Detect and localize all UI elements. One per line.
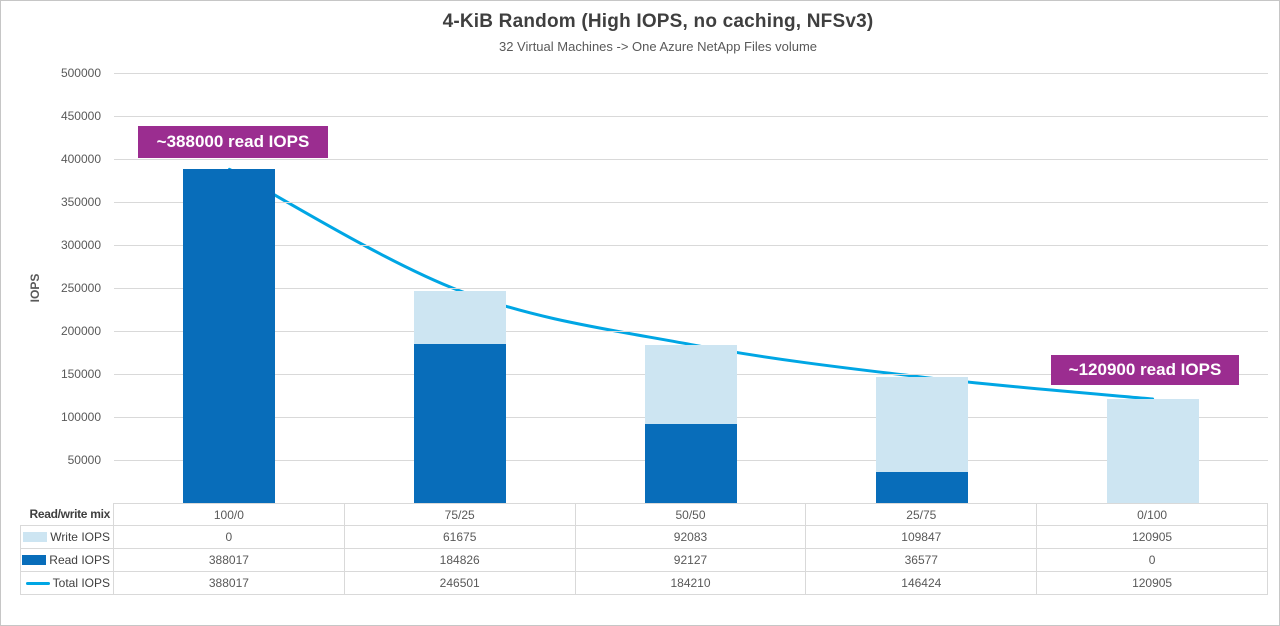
y-tick-label: 150000: [60, 367, 101, 381]
table-row-label-text: Write IOPS: [50, 530, 110, 544]
gridline: [114, 288, 1268, 289]
total-iops-line: [227, 167, 1155, 401]
write-iops-bar: [645, 344, 737, 424]
write-iops-bar: [875, 377, 968, 472]
annotation-read-iops-left: ~388000 read IOPS: [138, 126, 328, 158]
table-row-label-text: Read/write mix: [29, 507, 111, 521]
plot-area: [114, 73, 1268, 503]
table-row-label: Total IOPS: [20, 572, 114, 595]
y-tick-label: 350000: [60, 195, 101, 209]
read-iops-bar: [645, 423, 737, 503]
table-cell: 388017: [114, 549, 345, 572]
table-cell: 109847: [806, 526, 1038, 549]
table-cell: 36577: [806, 549, 1038, 572]
table-cell: 75/25: [344, 503, 576, 526]
table-cell: 120905: [1037, 526, 1268, 549]
y-axis-title: IOPS: [28, 273, 42, 303]
gridline: [114, 116, 1268, 117]
table-cell: 0: [1037, 549, 1268, 572]
table-cell: 92127: [575, 549, 807, 572]
read-iops-bar: [414, 344, 507, 503]
data-table: Read/write mix 100/0 75/25 50/50 25/75 0/100 W…: [20, 503, 1268, 595]
y-tick-label: 100000: [60, 410, 101, 424]
read-iops-bar: [875, 471, 968, 503]
table-cell: 246501: [344, 572, 576, 595]
table-cell: 92083: [575, 526, 807, 549]
gridline: [114, 202, 1268, 203]
table-cell: 184210: [575, 572, 807, 595]
table-cell: 120905: [1037, 572, 1268, 595]
table-cell: 50/50: [575, 503, 807, 526]
legend-color-key: [22, 555, 47, 565]
legend-color-key: [23, 532, 48, 542]
table-cell: 25/75: [806, 503, 1038, 526]
read-iops-bar: [183, 169, 276, 503]
annotation-read-iops-right: ~120900 read IOPS: [1051, 355, 1239, 385]
gridline: [114, 159, 1268, 160]
table-cell: 100/0: [114, 503, 345, 526]
y-tick-label: 200000: [60, 324, 101, 338]
legend-line-key: [25, 581, 50, 585]
table-row-label-text: Total IOPS: [52, 576, 110, 590]
table-cell: 184826: [344, 549, 576, 572]
table-cell: 61675: [344, 526, 576, 549]
write-iops-bar: [1106, 399, 1199, 503]
table-cell: 0/100: [1037, 503, 1268, 526]
chart-title: 4-KiB Random (High IOPS, no caching, NFS…: [442, 11, 874, 32]
y-tick-label: 300000: [60, 238, 101, 252]
table-cell: 146424: [806, 572, 1038, 595]
total-iops-path: [227, 167, 1155, 401]
table-cell: 0: [114, 526, 345, 549]
table-row-label-text: Read IOPS: [49, 553, 110, 567]
chart-subtitle: 32 Virtual Machines -> One Azure NetApp …: [498, 39, 818, 54]
gridline: [114, 331, 1268, 332]
y-tick-label: 250000: [60, 281, 101, 295]
y-tick-label: 50000: [67, 453, 101, 467]
table-row-label: Write IOPS: [20, 526, 114, 549]
y-tick-label: 450000: [60, 109, 101, 123]
gridline: [114, 245, 1268, 246]
table-row-label: Read IOPS: [20, 549, 114, 572]
table-row-label: Read/write mix: [20, 503, 114, 526]
write-iops-bar: [414, 291, 507, 345]
y-tick-label: 400000: [60, 152, 101, 166]
gridline: [114, 73, 1268, 74]
y-tick-label: 500000: [60, 66, 101, 80]
table-cell: 388017: [114, 572, 345, 595]
